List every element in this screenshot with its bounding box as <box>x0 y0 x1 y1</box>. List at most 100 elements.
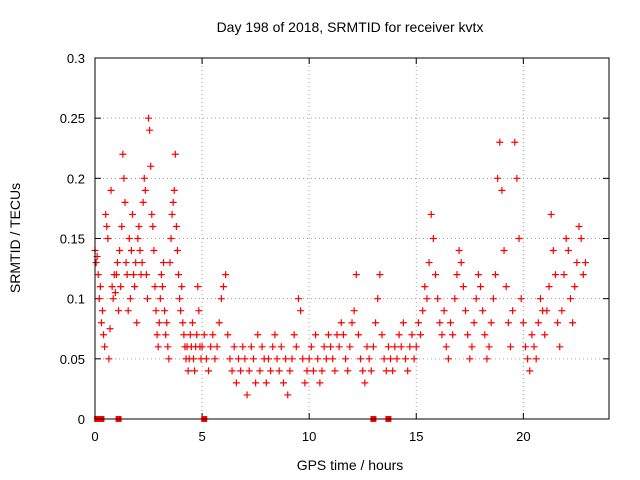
data-point <box>442 343 450 351</box>
data-point <box>191 367 199 375</box>
data-point <box>367 367 375 375</box>
data-point <box>457 259 465 267</box>
data-point <box>541 331 549 339</box>
data-point <box>346 343 354 351</box>
data-point <box>472 295 480 303</box>
data-point <box>318 367 326 375</box>
data-point <box>167 235 175 242</box>
x-tick-label: 0 <box>91 429 98 444</box>
data-point <box>350 307 358 315</box>
data-point <box>547 210 555 218</box>
data-point <box>106 325 114 333</box>
data-point <box>252 379 260 387</box>
data-point <box>344 367 352 375</box>
data-point <box>468 343 476 351</box>
data-point <box>521 343 529 351</box>
data-point <box>391 343 399 351</box>
data-point <box>215 319 223 327</box>
data-point <box>556 343 564 351</box>
chart-title: Day 198 of 2018, SRMTID for receiver kvt… <box>217 19 484 35</box>
data-point <box>193 331 201 339</box>
data-point <box>200 331 208 339</box>
data-point <box>142 271 150 279</box>
data-point <box>184 367 192 375</box>
data-point <box>117 283 125 291</box>
data-point <box>230 343 238 351</box>
data-point <box>205 367 213 375</box>
data-point <box>249 355 257 363</box>
data-point <box>365 355 373 363</box>
data-point <box>479 307 487 315</box>
data-point <box>432 271 440 279</box>
data-point <box>380 355 388 363</box>
data-point <box>279 379 287 387</box>
data-point <box>399 319 407 327</box>
data-point <box>134 235 142 242</box>
data-point <box>474 271 482 279</box>
data-point <box>156 295 164 303</box>
data-point <box>94 271 102 279</box>
data-point <box>312 331 320 339</box>
data-point <box>348 319 356 327</box>
data-point <box>357 355 365 363</box>
data-point <box>545 283 553 291</box>
x-axis-title: GPS time / hours <box>297 457 404 473</box>
data-point <box>339 331 347 339</box>
data-point <box>133 319 141 327</box>
data-point <box>138 259 146 267</box>
data-point <box>414 319 422 327</box>
data-point <box>408 331 416 339</box>
data-point <box>451 295 459 303</box>
data-point <box>217 295 225 303</box>
data-point <box>131 283 139 291</box>
data-point <box>462 307 470 315</box>
data-point <box>107 186 115 194</box>
data-point <box>496 138 504 146</box>
data-point <box>342 355 350 363</box>
data-point <box>262 379 270 387</box>
data-point <box>354 331 362 339</box>
data-point <box>220 283 227 291</box>
data-point <box>464 331 472 339</box>
data-point <box>466 355 474 363</box>
data-point <box>161 307 169 315</box>
data-point <box>288 355 296 363</box>
data-point <box>444 355 452 363</box>
data-point <box>397 343 405 351</box>
data-point <box>141 186 149 194</box>
data-point <box>148 210 156 218</box>
data-point <box>324 331 332 339</box>
data-point <box>128 210 136 218</box>
data-point <box>434 295 442 303</box>
data-point <box>329 355 337 363</box>
data-point <box>447 319 455 327</box>
data-point <box>273 355 281 363</box>
data-point <box>571 283 579 291</box>
data-point <box>169 198 177 206</box>
y-axis-title: SRMTID / TECUs <box>7 183 23 293</box>
data-point <box>322 355 330 363</box>
data-point <box>168 210 176 218</box>
y-tick-label: 0.25 <box>60 111 85 126</box>
data-point <box>113 259 121 267</box>
data-point <box>147 162 155 170</box>
data-point <box>228 367 236 375</box>
data-point <box>359 367 367 375</box>
data-point <box>178 283 186 291</box>
data-point <box>320 343 328 351</box>
data-point <box>121 198 129 206</box>
data-point <box>198 343 206 351</box>
data-point <box>372 319 380 327</box>
data-point <box>102 210 110 218</box>
data-point <box>536 295 544 303</box>
data-point <box>150 247 158 255</box>
data-point <box>301 379 309 387</box>
data-point <box>530 343 538 351</box>
data-point <box>122 259 130 267</box>
data-point <box>213 343 221 351</box>
data-point <box>577 235 585 242</box>
data-point <box>294 295 302 303</box>
data-point <box>562 235 570 242</box>
data-point <box>160 259 168 267</box>
data-point <box>202 355 210 363</box>
